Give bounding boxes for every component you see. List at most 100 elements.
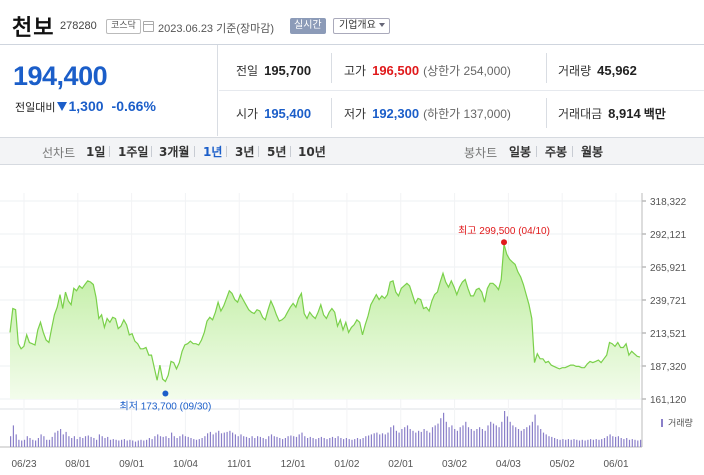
open-label: 시가 — [236, 107, 259, 121]
volume-bar — [90, 436, 92, 447]
volume-bar — [18, 439, 20, 447]
volume-bar — [578, 440, 581, 447]
volume-bar — [590, 439, 592, 447]
volume-bar — [115, 439, 117, 447]
y-tick-label: 318,322 — [650, 197, 687, 208]
low-item: 저가 192,300 (하한가 137,000) — [344, 105, 511, 122]
volume-bar — [287, 436, 289, 447]
volume-bar — [620, 438, 622, 447]
company-overview-button[interactable]: 기업개요 — [333, 18, 390, 34]
y-axis-labels: 318,322 292,121 265,921 239,721 213,521 187,3… — [650, 197, 687, 406]
volume-bar — [520, 430, 522, 447]
volume-bar — [96, 439, 98, 447]
volume-bar — [15, 434, 17, 447]
high-label: 고가 — [344, 64, 367, 78]
volume-bar — [173, 436, 175, 447]
volume-bar — [98, 434, 100, 447]
volume-bar — [146, 439, 148, 447]
tab-weekly[interactable]: 주봉 — [545, 145, 568, 159]
tab-1d[interactable]: 1일 — [86, 145, 106, 159]
volume-bar — [440, 418, 442, 447]
volume-bar — [601, 439, 603, 447]
low-point-label: 최저 173,700 (09/30) — [120, 401, 212, 413]
volume-bar — [209, 431, 211, 447]
volume-bar — [140, 439, 142, 447]
y-tick-label: 161,120 — [650, 395, 687, 406]
high-item: 고가 196,500 (상한가 254,000) — [344, 62, 511, 79]
volume-bar — [476, 429, 478, 447]
volume-bar — [390, 427, 392, 447]
volume-bar — [248, 438, 250, 447]
market-badge: 코스닥 — [106, 19, 141, 34]
tab-3m[interactable]: 3개월 — [159, 145, 190, 159]
volume-bar — [32, 439, 34, 447]
volume-bar — [368, 435, 370, 447]
volume-bar — [379, 434, 381, 447]
volume-bar — [431, 427, 434, 447]
volume-bar — [329, 438, 331, 447]
tab-divider — [536, 146, 537, 157]
volume-bar — [268, 436, 270, 447]
volume-bar — [48, 439, 51, 447]
volume-bar — [243, 436, 245, 447]
volume-bar — [35, 440, 37, 447]
tab-3y[interactable]: 3년 — [235, 145, 255, 159]
volume-bar — [429, 432, 431, 447]
volume-bar — [426, 430, 428, 447]
volume-bar — [331, 436, 334, 447]
volume-bar — [187, 436, 189, 447]
tab-5y[interactable]: 5년 — [267, 145, 287, 159]
volume-item: 거래량 45,962 — [558, 62, 637, 79]
volume-bar — [101, 436, 103, 447]
volume-bar — [168, 438, 170, 447]
upper-limit: (상한가 254,000) — [423, 64, 511, 78]
volume-bar — [212, 434, 214, 447]
realtime-button[interactable]: 실시간 — [290, 18, 326, 34]
row-divider — [219, 90, 704, 91]
volume-bar — [595, 439, 597, 447]
volume-bar — [584, 440, 586, 447]
volume-bar — [109, 439, 112, 447]
candle-chart-label: 봉차트 — [464, 146, 498, 160]
tab-divider — [258, 146, 259, 157]
lower-limit: (하한가 137,000) — [423, 107, 511, 121]
price-panel: 194,400 전일대비 1,300 -0.66% 전일 195,700 고가 196,… — [0, 44, 704, 136]
tab-monthly[interactable]: 월봉 — [581, 145, 604, 159]
tab-1w[interactable]: 1주일 — [118, 145, 149, 159]
volume-bar — [451, 425, 453, 447]
high-point-label: 최고 299,500 (04/10) — [458, 225, 550, 237]
volume-bar — [301, 432, 303, 447]
volume-bar — [634, 439, 636, 447]
tab-1y[interactable]: 1년 — [203, 145, 223, 159]
volume-bar — [562, 439, 564, 447]
volume-bar — [237, 436, 239, 447]
volume-bar — [490, 421, 492, 447]
col-divider — [546, 53, 547, 83]
volume-bar — [412, 430, 414, 447]
col-divider — [331, 98, 332, 128]
change-label: 전일대비 — [15, 101, 56, 114]
volume-bar — [284, 438, 286, 447]
volume-bar — [309, 436, 311, 447]
volume-bar — [176, 438, 178, 447]
volume-bar — [356, 438, 359, 447]
volume-bar — [293, 436, 295, 447]
open-value: 195,400 — [264, 106, 312, 121]
volume-bar — [262, 438, 264, 447]
volume-bar — [195, 439, 198, 447]
price-line — [9, 244, 641, 383]
volume-bar — [409, 429, 411, 447]
x-axis-labels: 06/23 08/01 09/01 10/04 11/01 12/01 01/02 02/01… — [11, 459, 628, 470]
tab-10y[interactable]: 10년 — [298, 145, 326, 159]
tab-divider — [109, 146, 110, 157]
volume-bar — [340, 438, 342, 447]
volume-bar — [534, 414, 536, 447]
price-chart: 318,322 292,121 265,921 239,721 213,521 187,3… — [0, 193, 693, 470]
volume-bar — [573, 439, 575, 447]
volume-bar — [540, 429, 542, 447]
volume-bar — [10, 436, 12, 447]
volume-bar — [615, 436, 617, 447]
volume-bar — [259, 436, 261, 447]
tab-daily[interactable]: 일봉 — [509, 145, 532, 159]
prev-close-label: 전일 — [236, 64, 259, 78]
